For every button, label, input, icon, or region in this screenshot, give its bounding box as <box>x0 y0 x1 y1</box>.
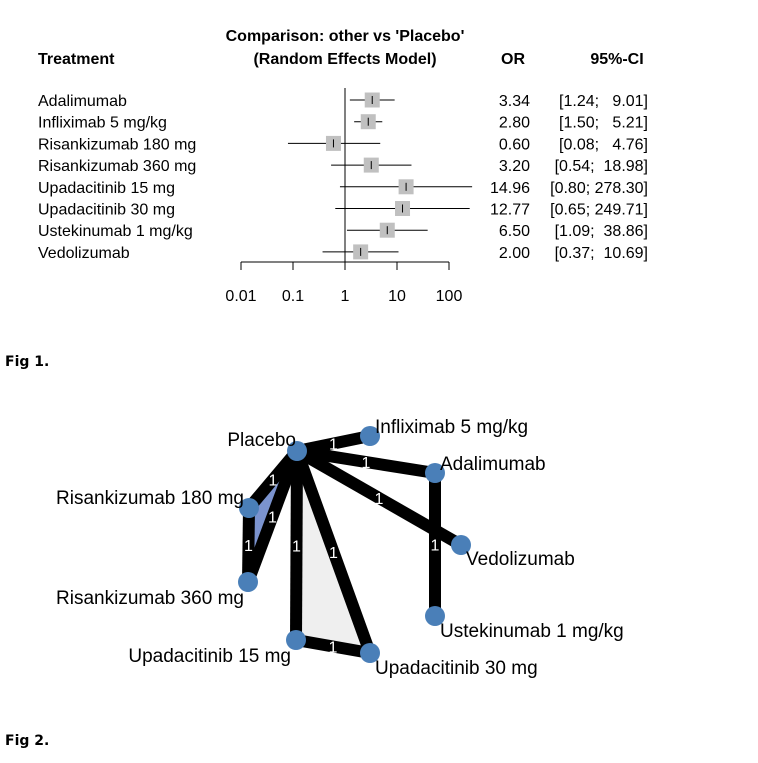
edge-label: 1 <box>362 455 371 472</box>
node-label: Risankizumab 180 mg <box>56 488 244 509</box>
network-node <box>360 426 380 446</box>
network-edge <box>242 448 303 585</box>
treatment-label: Vedolizumab <box>38 245 130 262</box>
network-node-labels: Placebo Infliximab 5 mg/kg Adalimumab Risan… <box>56 417 624 679</box>
or-value: 14.96 <box>490 180 530 197</box>
network-nodes <box>238 426 471 663</box>
ci-column-header: 95%-CI <box>590 51 643 68</box>
edge-label: 1 <box>329 640 338 657</box>
figure-2-caption: Fig 2. <box>5 733 50 749</box>
network-edge <box>290 450 303 641</box>
or-value: 12.77 <box>490 202 530 219</box>
or-column-header: OR <box>501 51 525 68</box>
node-label: Upadacitinib 30 mg <box>375 658 538 679</box>
node-label: Upadacitinib 15 mg <box>128 646 291 667</box>
network-node <box>287 441 307 461</box>
network-edge <box>242 507 255 583</box>
edge-label: 1 <box>329 437 338 454</box>
network-node <box>239 498 259 518</box>
treatment-label: Adalimumab <box>38 93 127 110</box>
figure-1-caption: Fig 1. <box>5 354 50 370</box>
network-node <box>286 630 306 650</box>
ci-value: [1.09; 38.86] <box>555 223 648 240</box>
node-label: Vedolizumab <box>466 549 575 570</box>
forest-title-line2: (Random Effects Model) <box>253 51 436 68</box>
treatment-column-header: Treatment <box>38 51 115 68</box>
tick-label: 0.01 <box>225 288 256 305</box>
edge-label: 1 <box>244 538 253 555</box>
or-value: 3.34 <box>499 93 530 110</box>
node-label: Risankizumab 360 mg <box>56 588 244 609</box>
tick-label: 0.1 <box>282 288 304 305</box>
network-node <box>360 643 380 663</box>
network-edge <box>294 634 372 659</box>
forest-title-line1: Comparison: other vs 'Placebo' <box>226 28 465 45</box>
network-edge <box>291 448 376 656</box>
network-node <box>425 606 445 626</box>
network-edge <box>296 445 436 479</box>
or-value: 0.60 <box>499 136 530 153</box>
tick-label: 1 <box>341 288 350 305</box>
treatment-label: Infliximab 5 mg/kg <box>38 115 167 132</box>
network-node <box>425 463 445 483</box>
node-label: Adalimumab <box>440 454 546 475</box>
node-label: Placebo <box>227 430 296 451</box>
or-value: 3.20 <box>499 158 530 175</box>
ci-value: [0.37; 10.69] <box>555 245 648 262</box>
node-label: Infliximab 5 mg/kg <box>375 417 528 438</box>
edge-label: 1 <box>292 539 301 556</box>
ci-value: [0.08; 4.76] <box>559 136 648 153</box>
or-value: 6.50 <box>499 223 530 240</box>
node-label: Ustekinumab 1 mg/kg <box>440 621 624 642</box>
forest-rows: Adalimumab 3.34 [1.24; 9.01] Infliximab 5 m… <box>38 88 648 262</box>
edge-label: 1 <box>375 491 384 508</box>
network-node <box>238 572 258 592</box>
ci-value: [0.80; 278.30] <box>550 180 648 197</box>
treatment-label: Risankizumab 360 mg <box>38 158 196 175</box>
forest-plot: Comparison: other vs 'Placebo' (Random E… <box>38 28 648 305</box>
edge-label: 1 <box>431 538 440 555</box>
tick-label: 10 <box>388 288 406 305</box>
edge-label: 1 <box>269 473 278 490</box>
treatment-label: Risankizumab 180 mg <box>38 136 196 153</box>
forest-x-axis: 0.01 0.1 1 10 100 <box>225 261 463 305</box>
ci-value: [0.54; 18.98] <box>555 158 648 175</box>
or-value: 2.80 <box>499 115 530 132</box>
or-value: 2.00 <box>499 245 530 262</box>
ci-value: [1.50; 5.21] <box>559 115 648 132</box>
ci-value: [0.65; 249.71] <box>550 202 648 219</box>
edge-label: 1 <box>329 545 338 562</box>
treatment-label: Ustekinumab 1 mg/kg <box>38 223 193 240</box>
tick-label: 100 <box>436 288 463 305</box>
edge-label: 1 <box>268 510 277 527</box>
treatment-label: Upadacitinib 15 mg <box>38 180 175 197</box>
network-edges <box>242 430 464 659</box>
ci-value: [1.24; 9.01] <box>559 93 648 110</box>
treatment-label: Upadacitinib 30 mg <box>38 202 175 219</box>
network-node <box>451 535 471 555</box>
